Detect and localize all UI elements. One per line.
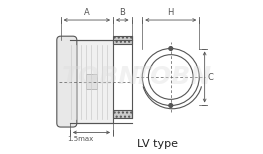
Text: 1.5max: 1.5max [67, 136, 93, 142]
Text: C: C [208, 73, 214, 81]
Text: TOBN: TOBN [62, 65, 140, 89]
FancyBboxPatch shape [57, 36, 77, 127]
Bar [86, 74, 97, 89]
Circle shape [169, 47, 173, 50]
Text: B: B [119, 8, 125, 17]
Text: LV type: LV type [137, 139, 178, 149]
Text: A: A [84, 8, 90, 17]
Bar [113, 110, 132, 118]
Text: H: H [168, 8, 174, 17]
Bar [70, 40, 113, 123]
Text: TOBN: TOBN [134, 65, 212, 89]
Circle shape [169, 104, 173, 107]
Bar [113, 36, 132, 44]
